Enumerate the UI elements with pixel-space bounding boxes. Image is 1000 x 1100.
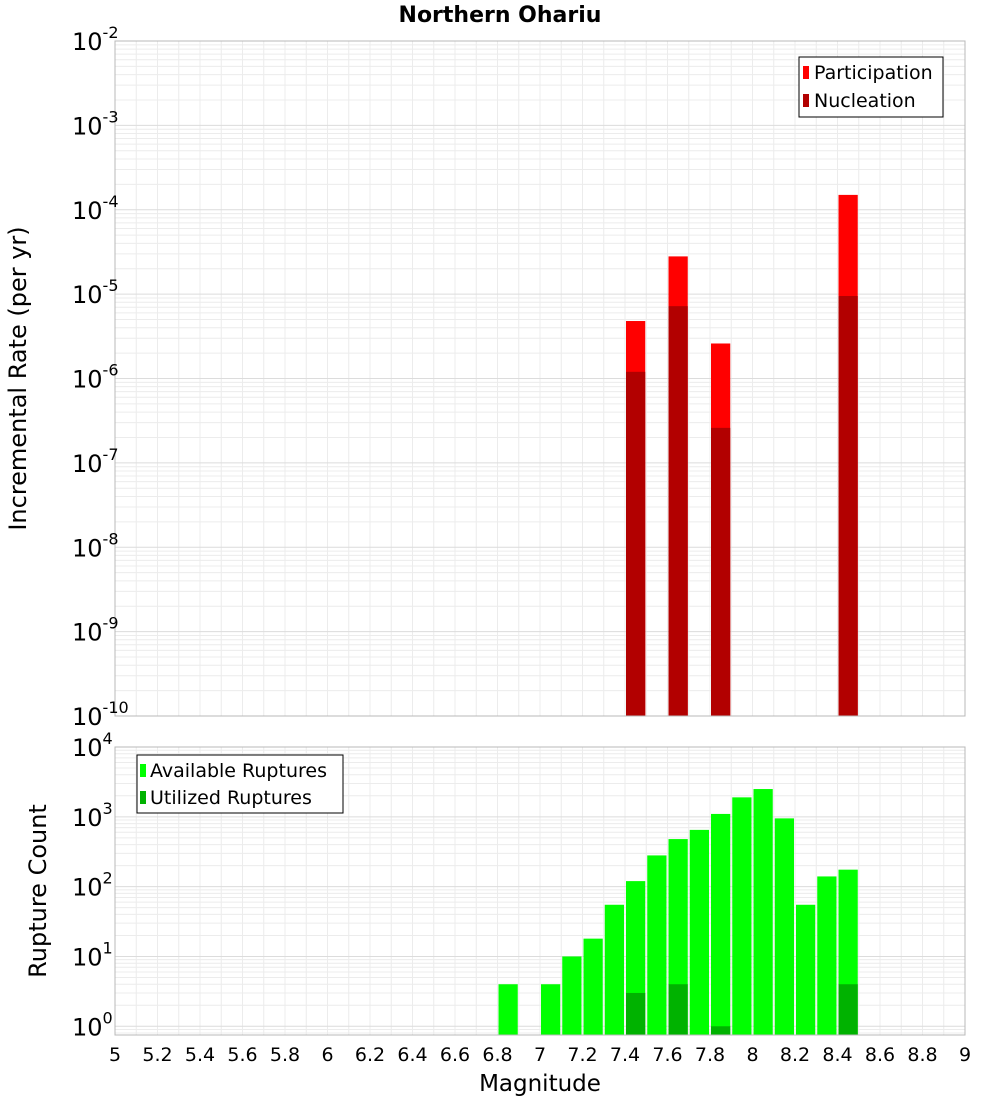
x-tick-label: 6.4 xyxy=(397,1044,427,1066)
top-grid xyxy=(114,41,966,717)
y-tick-label: 10-7 xyxy=(72,445,119,478)
bottom-bar-available-ruptures xyxy=(583,938,603,1035)
bottom-legend: Available Ruptures Utilized Ruptures xyxy=(136,754,344,814)
bottom-bar-available-ruptures xyxy=(647,855,667,1035)
x-tick-label: 6 xyxy=(321,1044,333,1066)
legend-label-nucleation: Nucleation xyxy=(814,90,916,112)
x-tick-label: 6.6 xyxy=(440,1044,470,1066)
y-tick-label: 10-5 xyxy=(72,276,119,309)
x-tick-label: 8.4 xyxy=(822,1044,852,1066)
y-tick-label: 10-4 xyxy=(72,192,119,225)
bottom-bar-utilized-ruptures xyxy=(711,1026,731,1035)
y-tick-label: 10-6 xyxy=(72,361,119,394)
bottom-bars xyxy=(498,789,858,1035)
bottom-y-tick-labels: 100 101 102 103 104 xyxy=(72,729,113,1041)
legend-swatch-nucleation xyxy=(803,94,809,107)
bottom-bar-available-ruptures xyxy=(796,904,816,1035)
bottom-bar-available-ruptures xyxy=(604,904,624,1035)
x-tick-label: 7.6 xyxy=(652,1044,682,1066)
y-tick-label: 10-10 xyxy=(72,698,129,731)
y-tick-label: 10-8 xyxy=(72,529,119,562)
x-tick-label: 8.8 xyxy=(907,1044,937,1066)
bottom-legend-box xyxy=(136,754,344,814)
legend-label-participation: Participation xyxy=(814,62,933,84)
bottom-bar-utilized-ruptures xyxy=(668,984,688,1035)
x-tick-label: 7 xyxy=(534,1044,546,1066)
bottom-bar-available-ruptures xyxy=(541,984,561,1035)
top-bar-nucleation xyxy=(626,371,646,716)
x-tick-label: 8 xyxy=(746,1044,758,1066)
bottom-bar-utilized-ruptures xyxy=(626,992,646,1035)
bottom-bar-available-ruptures xyxy=(711,813,731,1035)
top-y-tick-labels: 10-10 10-9 10-8 10-7 10-6 10-5 10-4 10-3 10-2 xyxy=(72,23,129,731)
y-tick-label: 10-3 xyxy=(72,107,119,140)
x-tick-label: 9 xyxy=(959,1044,971,1066)
y-tick-label: 102 xyxy=(72,869,113,902)
x-tick-label: 6.2 xyxy=(355,1044,385,1066)
legend-label-utilized-ruptures: Utilized Ruptures xyxy=(150,787,312,809)
top-legend: Participation Nucleation xyxy=(798,56,944,118)
x-tick-label: 7.8 xyxy=(695,1044,725,1066)
top-bar-nucleation xyxy=(711,427,731,716)
bottom-y-axis-label: Rupture Count xyxy=(24,804,52,978)
x-tick-label: 5.4 xyxy=(185,1044,215,1066)
top-plot-border xyxy=(114,40,966,717)
y-tick-label: 10-2 xyxy=(72,23,119,56)
legend-swatch-utilized-ruptures xyxy=(140,791,146,804)
x-tick-label: 6.8 xyxy=(482,1044,512,1066)
bottom-bar-available-ruptures xyxy=(498,984,518,1035)
y-tick-label: 10-9 xyxy=(72,614,119,647)
bottom-bar-available-ruptures xyxy=(562,956,582,1035)
y-tick-label: 104 xyxy=(72,729,113,762)
bottom-bar-available-ruptures xyxy=(774,818,794,1035)
bottom-bar-available-ruptures xyxy=(732,797,752,1035)
x-tick-label: 8.2 xyxy=(780,1044,810,1066)
bottom-bar-available-ruptures xyxy=(817,876,837,1035)
bottom-bar-available-ruptures xyxy=(689,829,709,1035)
y-tick-label: 100 xyxy=(72,1008,113,1041)
top-bar-nucleation xyxy=(668,306,688,716)
top-legend-box xyxy=(798,56,944,118)
legend-label-available-ruptures: Available Ruptures xyxy=(150,760,327,782)
x-tick-label: 8.6 xyxy=(865,1044,895,1066)
y-tick-label: 101 xyxy=(72,938,113,971)
x-tick-labels: 5 5.2 5.4 5.6 5.8 6 6.2 6.4 6.6 6.8 7 7.2 7.4 7.6 7.8 8… xyxy=(109,1044,971,1066)
bottom-bar-available-ruptures xyxy=(753,789,773,1035)
legend-swatch-available-ruptures xyxy=(140,764,146,777)
x-tick-label: 5.8 xyxy=(270,1044,300,1066)
top-bars xyxy=(626,194,858,716)
bottom-plot-border xyxy=(114,746,966,1036)
top-y-axis-label: Incremental Rate (per yr) xyxy=(4,226,32,530)
x-tick-label: 7.4 xyxy=(610,1044,640,1066)
x-tick-label: 5.6 xyxy=(227,1044,257,1066)
legend-swatch-participation xyxy=(803,66,809,79)
x-axis-label: Magnitude xyxy=(479,1071,601,1097)
chart-title: Northern Ohariu xyxy=(399,3,602,28)
top-bar-nucleation xyxy=(838,296,858,716)
x-tick-label: 5.2 xyxy=(142,1044,172,1066)
bottom-bar-utilized-ruptures xyxy=(838,984,858,1035)
x-tick-label: 5 xyxy=(109,1044,121,1066)
x-tick-label: 7.2 xyxy=(567,1044,597,1066)
y-tick-label: 103 xyxy=(72,799,113,832)
